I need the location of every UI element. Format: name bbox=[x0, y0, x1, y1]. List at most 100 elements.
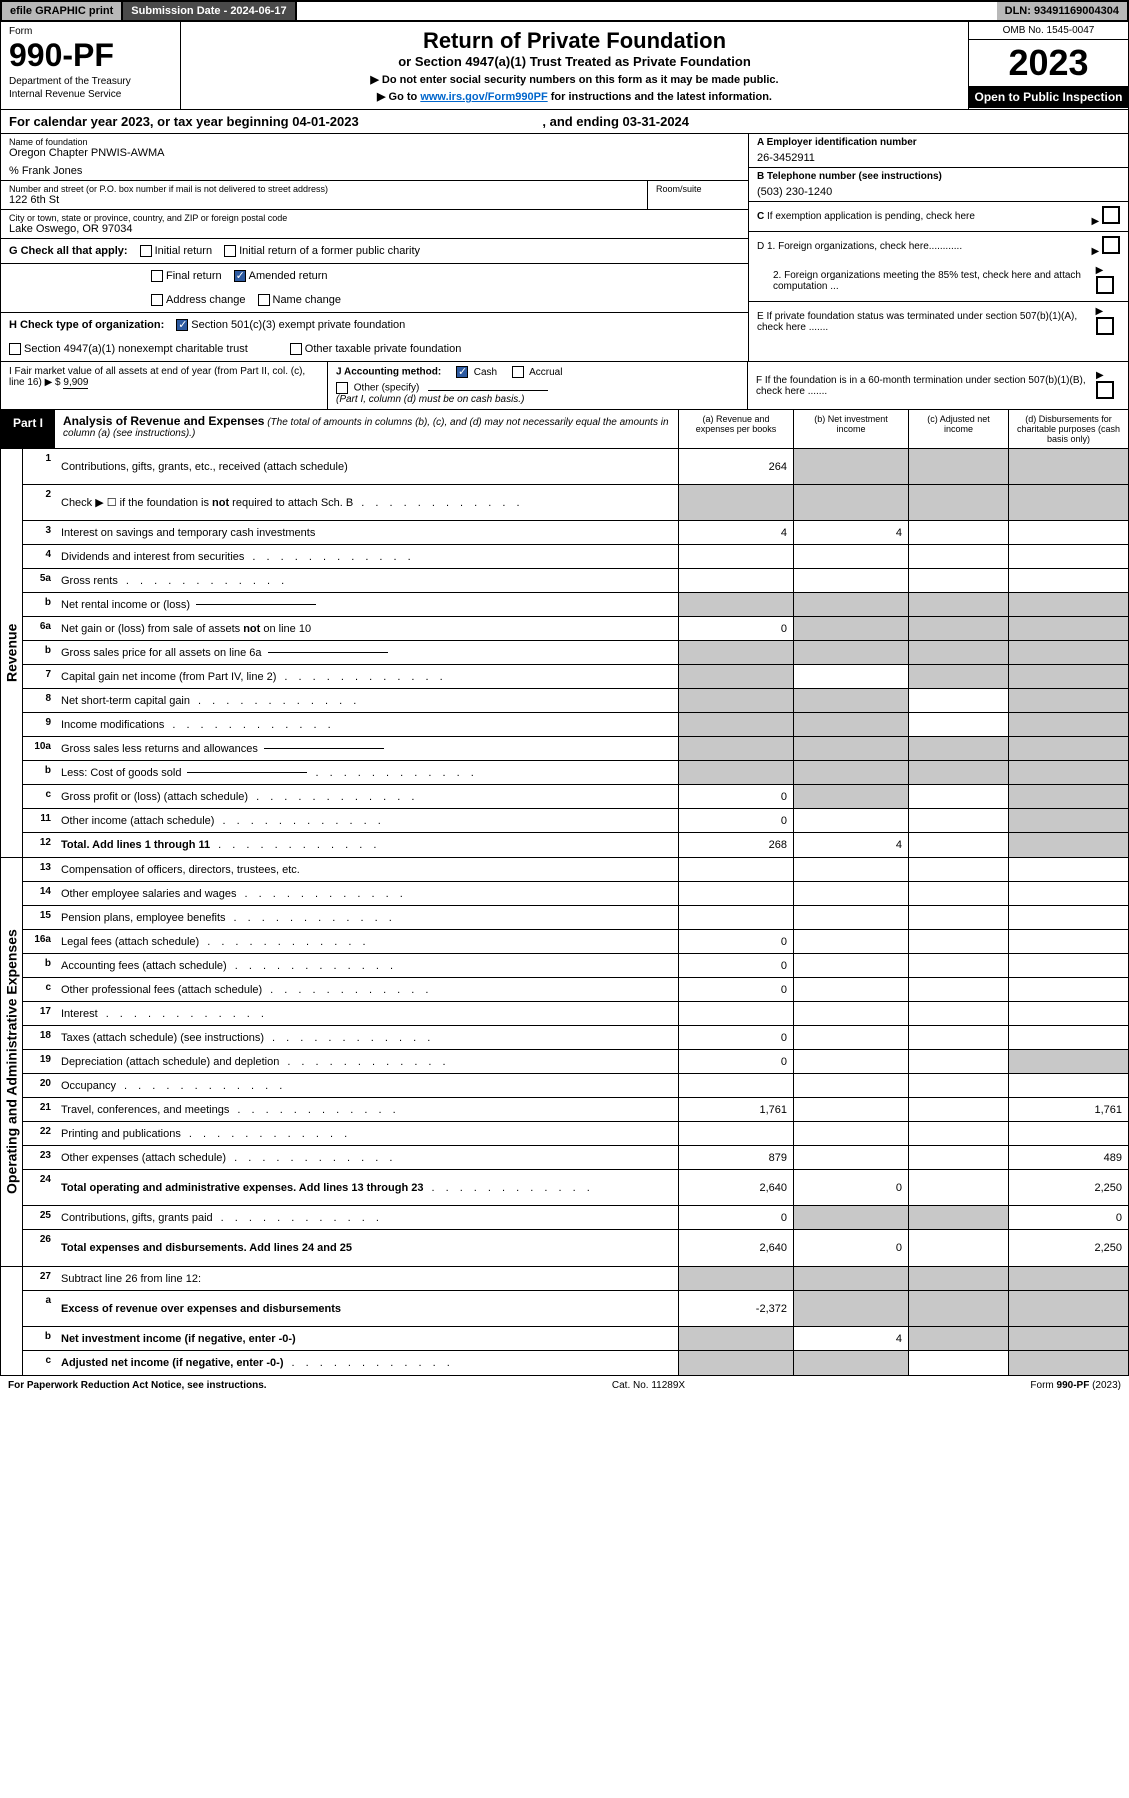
d2-label: 2. Foreign organizations meeting the 85%… bbox=[757, 270, 1096, 292]
cb-final-return[interactable] bbox=[151, 270, 163, 282]
cb-501c3[interactable] bbox=[176, 319, 188, 331]
line-number: c bbox=[23, 978, 55, 1001]
amount-cell bbox=[793, 737, 908, 760]
cb-exemption-pending[interactable] bbox=[1102, 206, 1120, 224]
line-description: Dividends and interest from securities. … bbox=[55, 545, 678, 568]
cb-foreign-org[interactable] bbox=[1102, 236, 1120, 254]
amount-cell bbox=[908, 737, 1008, 760]
amount-cell: 0 bbox=[678, 978, 793, 1001]
ein-label: A Employer identification number bbox=[757, 137, 917, 148]
amount-cell bbox=[1008, 906, 1128, 929]
cb-other-taxable[interactable] bbox=[290, 343, 302, 355]
table-row: 26Total expenses and disbursements. Add … bbox=[23, 1230, 1128, 1266]
i-label: I Fair market value of all assets at end… bbox=[9, 366, 305, 388]
line-description: Income modifications. . . . . . . . . . … bbox=[55, 713, 678, 736]
submission-date: Submission Date - 2024-06-17 bbox=[121, 2, 296, 20]
calendar-year-row: For calendar year 2023, or tax year begi… bbox=[0, 110, 1129, 134]
col-c-hdr: (c) Adjusted net income bbox=[908, 410, 1008, 448]
line-description: Less: Cost of goods sold. . . . . . . . … bbox=[55, 761, 678, 784]
city-label: City or town, state or province, country… bbox=[9, 213, 740, 223]
amount-cell bbox=[793, 785, 908, 808]
amount-cell bbox=[1008, 713, 1128, 736]
amount-cell bbox=[908, 1074, 1008, 1097]
amount-cell bbox=[908, 1002, 1008, 1025]
line-number: 26 bbox=[23, 1230, 55, 1266]
amount-cell bbox=[678, 1074, 793, 1097]
open-inspection: Open to Public Inspection bbox=[969, 86, 1128, 108]
col-d-hdr: (d) Disbursements for charitable purpose… bbox=[1008, 410, 1128, 448]
amount-cell bbox=[1008, 593, 1128, 616]
amount-cell bbox=[678, 737, 793, 760]
line-description: Pension plans, employee benefits. . . . … bbox=[55, 906, 678, 929]
line-number: 14 bbox=[23, 882, 55, 905]
f-label: F If the foundation is in a 60-month ter… bbox=[756, 375, 1096, 397]
table-row: 8Net short-term capital gain. . . . . . … bbox=[23, 689, 1128, 713]
cb-4947[interactable] bbox=[9, 343, 21, 355]
amount-cell bbox=[1008, 1267, 1128, 1290]
amount-cell: 0 bbox=[1008, 1206, 1128, 1229]
amount-cell: 2,640 bbox=[678, 1170, 793, 1205]
line-number: 21 bbox=[23, 1098, 55, 1121]
table-row: 3Interest on savings and temporary cash … bbox=[23, 521, 1128, 545]
line-description: Net investment income (if negative, ente… bbox=[55, 1327, 678, 1350]
cb-initial-former[interactable] bbox=[224, 245, 236, 257]
section-i-j-f: I Fair market value of all assets at end… bbox=[0, 362, 1129, 410]
amount-cell bbox=[793, 1206, 908, 1229]
amount-cell bbox=[678, 689, 793, 712]
amount-cell bbox=[1008, 617, 1128, 640]
table-row: bAccounting fees (attach schedule). . . … bbox=[23, 954, 1128, 978]
header-center: Return of Private Foundation or Section … bbox=[181, 22, 968, 109]
amount-cell bbox=[1008, 1002, 1128, 1025]
amount-cell bbox=[1008, 761, 1128, 784]
amount-cell bbox=[908, 858, 1008, 881]
amount-cell bbox=[678, 1351, 793, 1375]
amount-cell bbox=[1008, 833, 1128, 857]
amount-cell bbox=[678, 569, 793, 592]
amount-cell bbox=[793, 449, 908, 484]
amount-cell bbox=[793, 858, 908, 881]
amount-cell bbox=[908, 1267, 1008, 1290]
amount-cell bbox=[1008, 930, 1128, 953]
line-description: Gross rents. . . . . . . . . . . . bbox=[55, 569, 678, 592]
efile-label: efile GRAPHIC print bbox=[2, 2, 121, 20]
addr-label: Number and street (or P.O. box number if… bbox=[9, 184, 639, 194]
form-header: Form 990-PF Department of the Treasury I… bbox=[0, 22, 1129, 110]
line-description: Travel, conferences, and meetings. . . .… bbox=[55, 1098, 678, 1121]
amount-cell bbox=[908, 978, 1008, 1001]
cb-other-method[interactable] bbox=[336, 382, 348, 394]
cb-cash[interactable] bbox=[456, 366, 468, 378]
amount-cell bbox=[678, 485, 793, 520]
line-description: Check ▶ ☐ if the foundation is not requi… bbox=[55, 485, 678, 520]
amount-cell bbox=[908, 1206, 1008, 1229]
cb-foreign-85[interactable] bbox=[1096, 276, 1114, 294]
amount-cell bbox=[908, 906, 1008, 929]
amount-cell bbox=[908, 1230, 1008, 1266]
cb-status-terminated[interactable] bbox=[1096, 317, 1114, 335]
form-title: Return of Private Foundation bbox=[191, 28, 958, 54]
amount-cell: 1,761 bbox=[678, 1098, 793, 1121]
line-number: 25 bbox=[23, 1206, 55, 1229]
cb-initial-return[interactable] bbox=[140, 245, 152, 257]
cb-address-change[interactable] bbox=[151, 294, 163, 306]
amount-cell bbox=[793, 1146, 908, 1169]
amount-cell bbox=[908, 1146, 1008, 1169]
line-number: 5a bbox=[23, 569, 55, 592]
cb-name-change[interactable] bbox=[258, 294, 270, 306]
cb-60-month[interactable] bbox=[1096, 381, 1114, 399]
line-number: b bbox=[23, 1327, 55, 1350]
phone-label: B Telephone number (see instructions) bbox=[757, 171, 942, 182]
amount-cell bbox=[1008, 1327, 1128, 1350]
amount-cell bbox=[793, 1026, 908, 1049]
amount-cell bbox=[908, 1351, 1008, 1375]
amount-cell bbox=[908, 1327, 1008, 1350]
line-number: 1 bbox=[23, 449, 55, 484]
line-description: Occupancy. . . . . . . . . . . . bbox=[55, 1074, 678, 1097]
table-row: 9Income modifications. . . . . . . . . .… bbox=[23, 713, 1128, 737]
line-description: Other professional fees (attach schedule… bbox=[55, 978, 678, 1001]
amount-cell bbox=[793, 617, 908, 640]
footer-left: For Paperwork Reduction Act Notice, see … bbox=[8, 1380, 267, 1391]
form-link[interactable]: www.irs.gov/Form990PF bbox=[420, 91, 547, 103]
amount-cell bbox=[908, 833, 1008, 857]
cb-amended-return[interactable] bbox=[234, 270, 246, 282]
cb-accrual[interactable] bbox=[512, 366, 524, 378]
